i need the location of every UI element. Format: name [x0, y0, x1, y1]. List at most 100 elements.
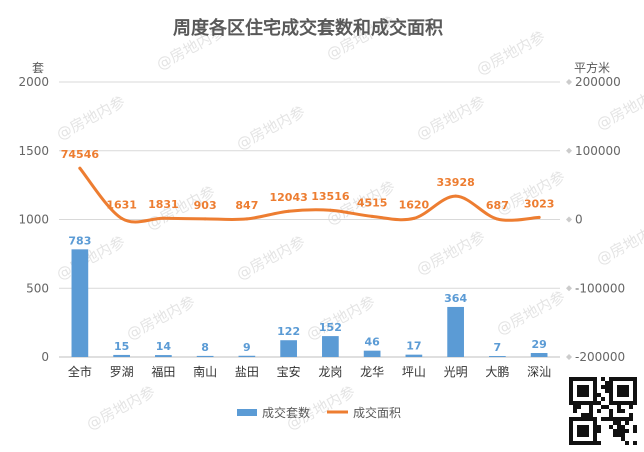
qr-module: [593, 417, 597, 421]
qr-module: [569, 401, 573, 405]
line-point: [78, 166, 82, 170]
qr-module: [589, 377, 593, 381]
bar-value-label: 783: [68, 234, 91, 247]
line-value-label: 13516: [311, 190, 350, 203]
qr-module: [569, 393, 573, 397]
left-axis-unit: 套: [32, 61, 44, 75]
axis-ticks: 0 500 1000 1500 2000 -200000 -100000 0 100000 200…: [18, 75, 625, 364]
qr-module: [597, 441, 601, 445]
qr-module: [589, 441, 593, 445]
line-point: [328, 208, 332, 212]
qr-module: [593, 389, 597, 393]
qr-module: [633, 377, 637, 381]
qr-module: [569, 417, 573, 421]
line-point: [537, 215, 541, 219]
bar-value-label: 15: [114, 340, 129, 353]
qr-module: [585, 377, 589, 381]
category-label: 盐田: [235, 365, 259, 379]
qr-module: [573, 417, 577, 421]
line-value-label: 1831: [148, 198, 179, 211]
qr-module: [581, 429, 585, 433]
qr-module: [573, 401, 577, 405]
legend: 成交套数 成交面积: [237, 405, 401, 420]
watermark-text: @房地内参: [413, 92, 488, 143]
qr-module: [593, 385, 597, 389]
qr-module: [577, 417, 581, 421]
qr-module: [589, 409, 593, 413]
watermark-text: @房地内参: [233, 232, 308, 283]
qr-module: [609, 401, 613, 405]
qr-module: [577, 377, 581, 381]
watermark-text: @房地内参: [53, 92, 128, 143]
watermark-layer: @房地内参 @房地内参 @房地内参@房地内参 @房地内参 @房地内参 @房地内参@房地内参…: [53, 12, 644, 433]
qr-module: [569, 389, 573, 393]
qr-module: [577, 433, 581, 437]
qr-module: [577, 393, 581, 397]
left-tick-label: 500: [26, 281, 49, 295]
right-tick-label: 200000: [575, 75, 621, 89]
qr-module: [625, 385, 629, 389]
bar-value-label: 14: [156, 340, 172, 353]
qr-module: [617, 433, 621, 437]
qr-module: [609, 417, 613, 421]
qr-module: [585, 433, 589, 437]
qr-module: [633, 389, 637, 393]
line-point: [161, 216, 165, 220]
right-tick-label: 0: [575, 213, 583, 227]
qr-module: [633, 425, 637, 429]
qr-module: [621, 437, 625, 441]
qr-module: [569, 385, 573, 389]
qr-module: [569, 421, 573, 425]
qr-module: [585, 393, 589, 397]
qr-module: [617, 425, 621, 429]
bar: [363, 350, 381, 357]
qr-module: [629, 413, 633, 417]
qr-module: [617, 405, 621, 409]
line-point: [287, 209, 291, 213]
qr-module: [569, 433, 573, 437]
qr-module: [573, 441, 577, 445]
qr-module: [581, 413, 585, 417]
qr-module: [633, 441, 637, 445]
qr-module: [593, 421, 597, 425]
watermark-text: @房地内参: [123, 292, 198, 343]
qr-module: [593, 393, 597, 397]
bar-value-label: 17: [406, 340, 421, 353]
bar-value-label: 9: [243, 341, 251, 354]
qr-module: [609, 385, 613, 389]
qr-module: [617, 409, 621, 413]
qr-module: [613, 377, 617, 381]
line-point: [412, 216, 416, 220]
category-label: 南山: [193, 364, 217, 379]
qr-module: [581, 425, 585, 429]
qr-module: [581, 433, 585, 437]
qr-module: [601, 417, 605, 421]
bar-value-label: 122: [277, 325, 300, 338]
qr-module: [589, 417, 593, 421]
bar-value-label: 364: [444, 292, 467, 305]
left-tick-label: 1000: [18, 213, 49, 227]
qr-module: [605, 385, 609, 389]
legend-label-line: 成交面积: [353, 405, 401, 420]
qr-module: [585, 441, 589, 445]
qr-module: [621, 429, 625, 433]
category-label: 宝安: [277, 364, 301, 379]
qr-module: [621, 425, 625, 429]
qr-module: [581, 401, 585, 405]
line-path: [78, 166, 541, 224]
right-tick-marker: [566, 216, 572, 223]
chart-title: 周度各区住宅成交套数和成交面积: [173, 17, 443, 39]
qr-module: [633, 397, 637, 401]
qr-module: [601, 385, 605, 389]
line-point: [454, 194, 458, 198]
qr-module: [577, 425, 581, 429]
qr-module: [585, 385, 589, 389]
qr-module: [613, 429, 617, 433]
right-tick-label: -200000: [575, 350, 625, 364]
bar: [447, 306, 464, 357]
qr-module: [593, 425, 597, 429]
bar: [238, 355, 256, 357]
category-label: 光明: [444, 365, 468, 379]
qr-module: [617, 429, 621, 433]
